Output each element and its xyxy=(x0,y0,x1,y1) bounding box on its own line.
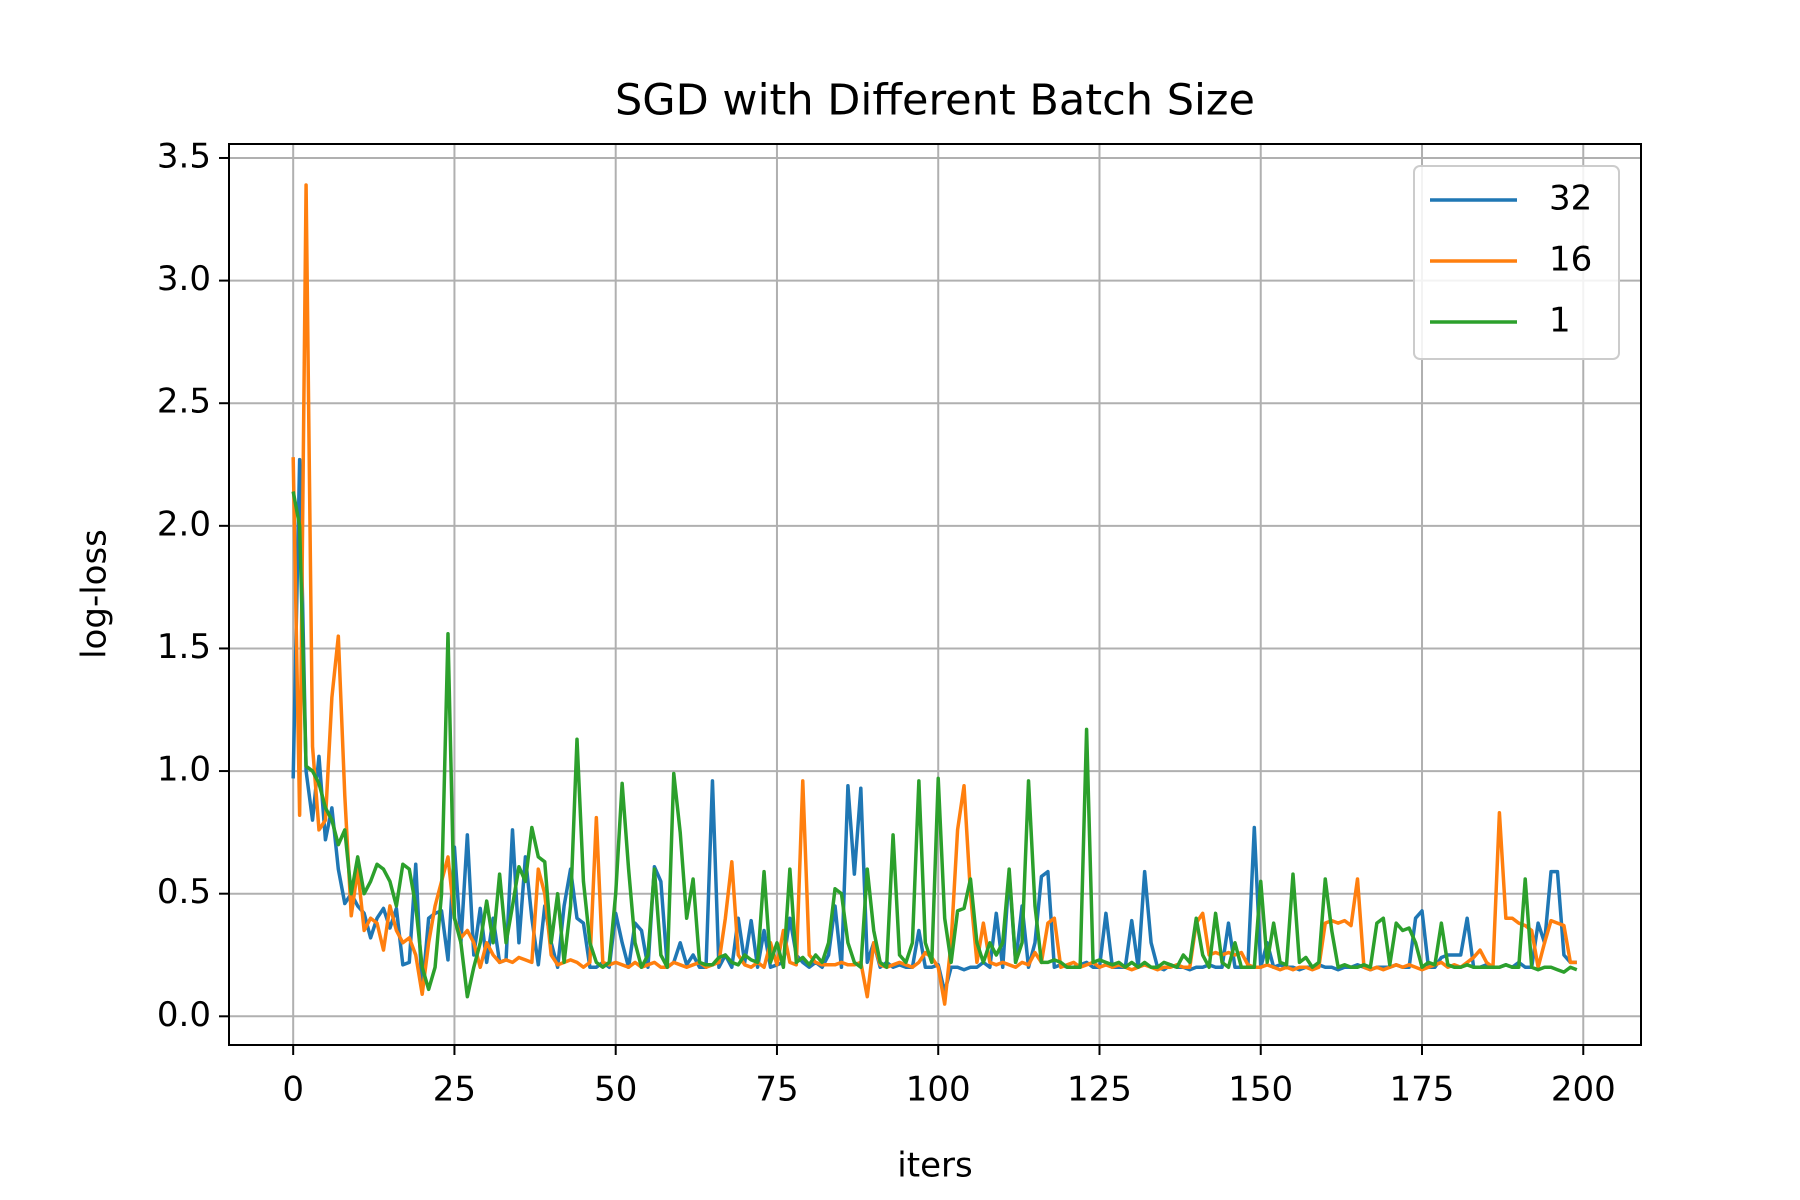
legend-label: 16 xyxy=(1549,240,1592,280)
x-tick-label: 150 xyxy=(1228,1070,1293,1110)
x-tick-label: 125 xyxy=(1067,1070,1132,1110)
chart-title: SGD with Different Batch Size xyxy=(615,76,1255,126)
y-tick-label: 0.0 xyxy=(157,995,211,1035)
y-tick-label: 2.5 xyxy=(157,382,211,422)
legend-label: 32 xyxy=(1549,179,1592,219)
plot-frame xyxy=(228,143,1642,1046)
y-tick-label: 0.5 xyxy=(157,872,211,912)
data-line xyxy=(291,183,1577,1006)
y-tick-label: 3.0 xyxy=(157,259,211,299)
y-tick-label: 3.5 xyxy=(157,136,211,176)
x-tick-label: 75 xyxy=(755,1070,798,1110)
y-tick-label: 1.0 xyxy=(157,750,211,790)
x-tick-label: 25 xyxy=(433,1070,476,1110)
x-axis-label: iters xyxy=(897,1146,972,1186)
y-tick-label: 2.0 xyxy=(157,504,211,544)
y-axis-label: log-loss xyxy=(75,529,115,659)
legend: 32 16 1 xyxy=(1413,165,1620,360)
x-tick-label: 0 xyxy=(282,1070,304,1110)
x-tick-label: 175 xyxy=(1390,1070,1455,1110)
x-tick-label: 200 xyxy=(1551,1070,1616,1110)
legend-label: 1 xyxy=(1549,301,1571,341)
x-tick-label: 100 xyxy=(906,1070,971,1110)
data-line xyxy=(291,491,1578,999)
y-tick-label: 1.5 xyxy=(157,627,211,667)
x-tick-label: 50 xyxy=(594,1070,637,1110)
